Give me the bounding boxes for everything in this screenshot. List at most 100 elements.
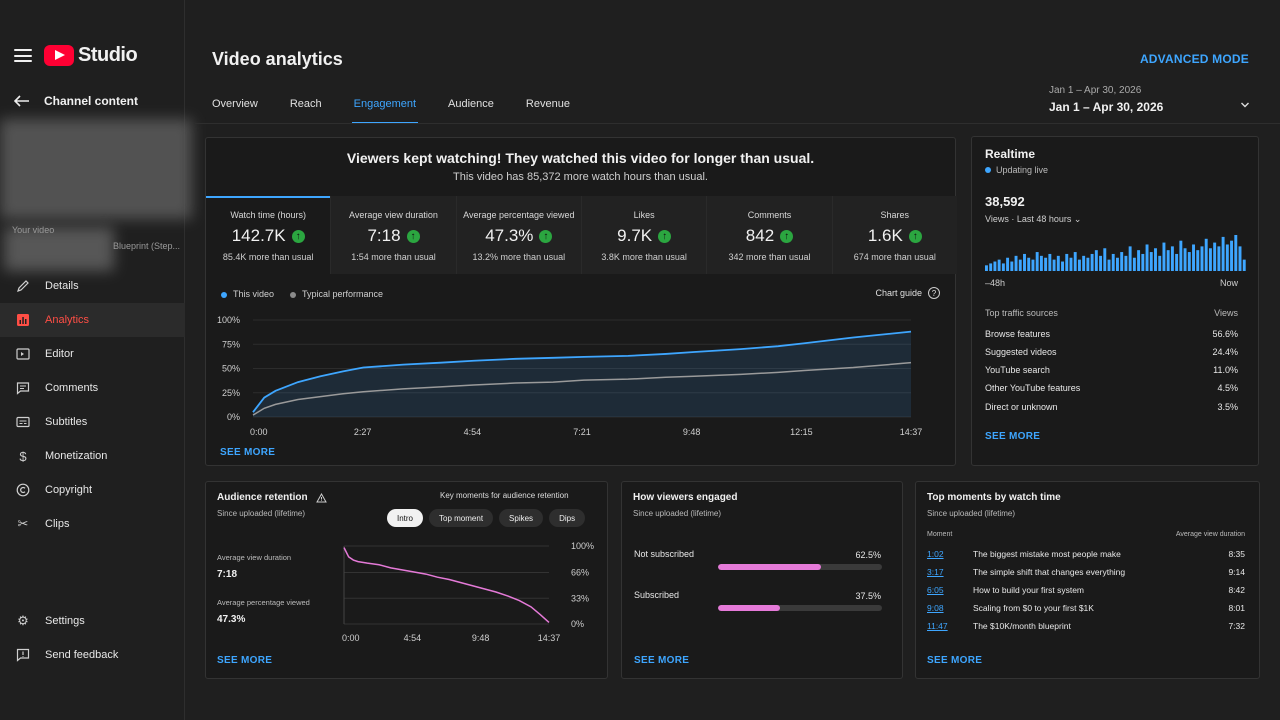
legend-label: Typical performance xyxy=(302,289,384,299)
sidebar-item-monetization[interactable]: $ Monetization xyxy=(0,439,185,473)
source-name: Browse features xyxy=(985,329,1051,339)
metric-label: Average view duration xyxy=(349,210,438,220)
sidebar-item-subtitles[interactable]: Subtitles xyxy=(0,405,185,439)
moments-title: Top moments by watch time xyxy=(927,492,1061,503)
traffic-source-row: Suggested videos 24.4% xyxy=(985,347,1238,357)
warning-icon xyxy=(315,492,327,502)
realtime-bar xyxy=(1234,235,1238,271)
chart-guide-button[interactable]: Chart guide ? xyxy=(875,287,940,299)
realtime-bar xyxy=(1018,259,1022,271)
metric-tab-watch-time[interactable]: Watch time (hours) 142.7K ↑ 85.4K more th… xyxy=(206,196,332,274)
tab-overview[interactable]: Overview xyxy=(212,98,258,110)
realtime-bar xyxy=(1145,244,1149,271)
blurred-title xyxy=(4,227,114,271)
moment-text: The simple shift that changes everything xyxy=(973,567,1126,577)
moment-text: Scaling from $0 to your first $1K xyxy=(973,603,1094,613)
y-tick-label: 100% xyxy=(571,541,594,551)
metric-tab-likes[interactable]: Likes 9.7K ↑ 3.8K more than usual xyxy=(581,196,708,274)
moment-timestamp-link[interactable]: 3:17 xyxy=(927,567,944,577)
blurred-thumbnail xyxy=(0,119,192,219)
moment-timestamp-link[interactable]: 6:05 xyxy=(927,585,944,595)
realtime-bar xyxy=(1120,252,1124,271)
traffic-source-row: Direct or unknown 3.5% xyxy=(985,402,1238,412)
metric-value: 842 xyxy=(745,226,775,245)
traffic-source-row: Other YouTube features 4.5% xyxy=(985,383,1238,393)
realtime-bar xyxy=(1107,259,1111,271)
tab-engagement[interactable]: Engagement xyxy=(351,98,419,124)
realtime-bar xyxy=(1141,253,1145,271)
y-tick-label: 50% xyxy=(222,364,240,374)
legend-this-video: This video xyxy=(221,289,274,299)
date-range-selector[interactable]: Jan 1 – Apr 30, 2026 xyxy=(1049,100,1164,114)
chevron-down-icon[interactable] xyxy=(1240,99,1250,113)
pill-intro[interactable]: Intro xyxy=(387,509,424,527)
pill-top-moment[interactable]: Top moment xyxy=(429,509,494,527)
metric-tab-comments[interactable]: Comments 842 ↑ 342 more than usual xyxy=(707,196,833,274)
avd-label: Average view duration xyxy=(217,553,292,562)
realtime-bar xyxy=(1162,242,1166,271)
legend-label: This video xyxy=(233,289,275,299)
realtime-views-selector[interactable]: Views · Last 48 hours ⌄ xyxy=(985,214,1081,225)
sidebar-item-analytics[interactable]: Analytics xyxy=(0,303,185,337)
realtime-bar xyxy=(1166,250,1170,271)
realtime-bar xyxy=(1221,236,1225,271)
metric-tab-shares[interactable]: Shares 1.6K ↑ 674 more than usual xyxy=(832,196,957,274)
blurred-video-title: Blueprint (Step... xyxy=(113,241,181,251)
advanced-mode-button[interactable]: ADVANCED MODE xyxy=(1139,52,1249,66)
metric-tab-avg-view-duration[interactable]: Average view duration 7:18 ↑ 1:54 more th… xyxy=(331,196,457,274)
not-subscribed-label: Not subscribed xyxy=(634,549,695,559)
realtime-bar xyxy=(1200,246,1204,271)
y-tick-label: 0% xyxy=(227,412,240,422)
hamburger-menu-icon[interactable] xyxy=(14,49,32,62)
moment-timestamp-link[interactable]: 11:47 xyxy=(927,621,948,631)
realtime-bar xyxy=(1023,253,1026,271)
see-more-link[interactable]: SEE MORE xyxy=(985,431,1041,442)
sidebar-item-settings[interactable]: ⚙ Settings xyxy=(0,604,185,638)
sidebar-item-clips[interactable]: ✂ Clips xyxy=(0,507,185,541)
tab-audience[interactable]: Audience xyxy=(448,98,494,110)
pill-dips[interactable]: Dips xyxy=(549,509,586,527)
realtime-bar xyxy=(1192,244,1195,271)
y-tick-label: 100% xyxy=(217,315,240,325)
retention-chart: 100% 66% 33% 0% 0:00 4:54 9:48 14:37 xyxy=(342,541,594,643)
realtime-bar-chart xyxy=(985,235,1246,271)
tab-revenue[interactable]: Revenue xyxy=(525,98,570,110)
metric-tab-avg-percentage-viewed[interactable]: Average percentage viewed 47.3% ↑ 13.2% m… xyxy=(456,196,582,274)
traffic-source-row: YouTube search 11.0% xyxy=(985,365,1238,375)
metric-note: 85.4K more than usual xyxy=(222,252,314,262)
analytics-icon xyxy=(15,312,31,328)
realtime-bar xyxy=(1065,253,1069,271)
editor-icon xyxy=(15,346,31,362)
gear-icon: ⚙ xyxy=(17,613,29,628)
channel-content-back[interactable]: Channel content xyxy=(14,94,138,108)
realtime-bar xyxy=(1027,257,1031,271)
sidebar-item-comments[interactable]: Comments xyxy=(0,371,185,405)
x-tick-label: 0:00 xyxy=(250,427,268,437)
moment-timestamp-link[interactable]: 1:02 xyxy=(927,549,944,559)
moment-timestamp-link[interactable]: 9:08 xyxy=(927,603,944,613)
source-value: 24.4% xyxy=(1212,347,1238,357)
see-more-link[interactable]: SEE MORE xyxy=(220,447,276,458)
sidebar-item-copyright[interactable]: Copyright xyxy=(0,473,185,507)
see-more-link[interactable]: SEE MORE xyxy=(217,655,273,666)
source-value: 4.5% xyxy=(1217,383,1238,393)
metric-note: 674 more than usual xyxy=(853,252,936,262)
tab-reach[interactable]: Reach xyxy=(289,98,322,110)
sidebar-item-label: Comments xyxy=(45,382,99,394)
tabs-divider xyxy=(195,123,1280,124)
analytics-tabs: Overview Reach Engagement Audience Reven… xyxy=(212,98,570,124)
realtime-bar xyxy=(1128,246,1132,271)
moments-subtitle: Since uploaded (lifetime) xyxy=(927,509,1016,518)
youtube-studio-logo[interactable]: Studio xyxy=(44,44,138,67)
pill-spikes[interactable]: Spikes xyxy=(499,509,544,527)
retention-title-label: Audience retention xyxy=(217,492,308,503)
sidebar-item-feedback[interactable]: Send feedback xyxy=(0,638,185,672)
sidebar-item-editor[interactable]: Editor xyxy=(0,337,185,371)
sidebar: Studio Channel content Your video Bluepr… xyxy=(0,0,192,720)
realtime-bar xyxy=(1132,257,1136,271)
see-more-link[interactable]: SEE MORE xyxy=(927,655,983,666)
sidebar-item-details[interactable]: Details xyxy=(0,269,185,303)
see-more-link[interactable]: SEE MORE xyxy=(634,655,690,666)
sidebar-item-label: Subtitles xyxy=(45,416,88,428)
not-subscribed-pct: 62.5% xyxy=(855,550,881,560)
